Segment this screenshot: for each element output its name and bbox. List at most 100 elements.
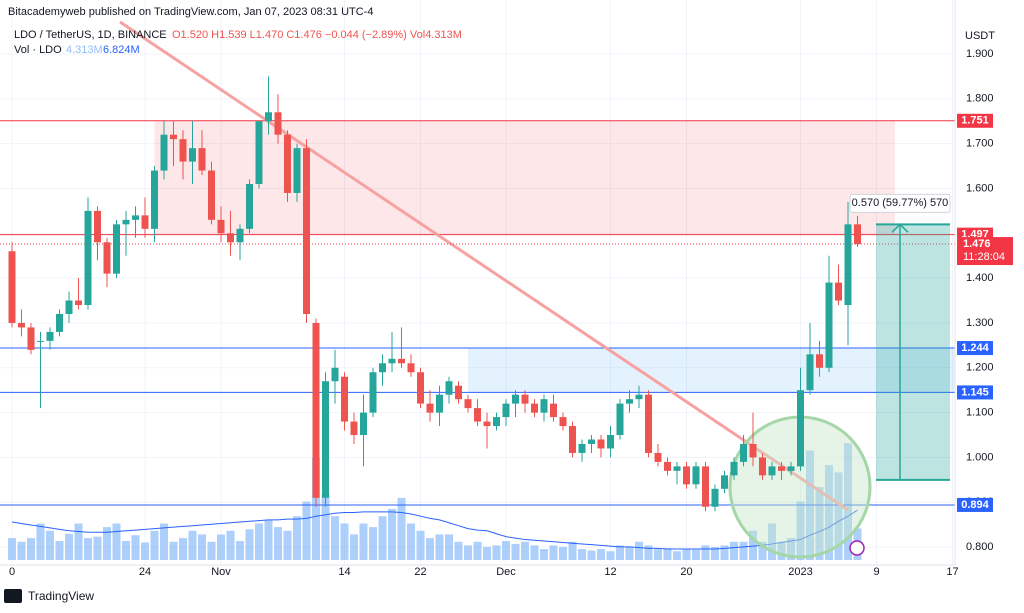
volume-bar: [198, 534, 206, 560]
candle-body: [151, 170, 158, 229]
candle-body: [27, 327, 35, 350]
candle-body: [578, 443, 586, 453]
volume-bar: [65, 533, 73, 560]
volume-bar: [27, 538, 35, 560]
volume-name: Vol · LDO: [14, 44, 62, 56]
candle-body: [274, 112, 282, 135]
volume-bar: [36, 523, 45, 560]
volume-bar: [768, 523, 776, 560]
volume-bar: [825, 465, 833, 560]
volume-bar: [606, 551, 615, 560]
volume-bar: [131, 535, 140, 560]
measure-arrowhead: [891, 223, 909, 233]
y-tick-label: 1.300: [966, 317, 994, 329]
candle-body: [94, 210, 101, 243]
volume-bar: [188, 530, 197, 560]
measure-label: 0.570 (59.77%) 570: [852, 197, 949, 209]
volume-bar: [150, 530, 159, 560]
y-tick-label: 1.400: [966, 272, 994, 284]
x-tick-label: 0: [9, 566, 15, 578]
candle-body: [512, 394, 519, 404]
candle-body: [740, 443, 747, 462]
candle-body: [607, 435, 614, 449]
candle-body: [436, 394, 443, 413]
candle-body: [844, 224, 852, 306]
volume-bar: [236, 541, 244, 560]
candle-body: [284, 134, 291, 193]
volume-bar: [720, 545, 729, 560]
candle-body: [588, 439, 595, 444]
candle-body: [616, 403, 624, 436]
volume-bar: [331, 516, 339, 560]
candle-body: [398, 358, 405, 364]
candle-body: [265, 112, 272, 122]
volume-bar: [511, 543, 520, 560]
candle-body: [521, 394, 529, 404]
candle-body: [502, 403, 510, 418]
volume-bar: [407, 523, 415, 560]
volume-bar: [179, 538, 187, 560]
currency: USDT: [965, 30, 995, 42]
volume-bar: [635, 541, 643, 560]
candle-body: [122, 219, 130, 225]
volume-bar: [312, 457, 320, 560]
volume-bar: [559, 546, 567, 560]
candle-body: [673, 466, 681, 471]
volume-bar: [673, 551, 681, 560]
ohlc: O1.520 H1.539 L1.470 C1.476 −0.044 (−2.8…: [172, 29, 462, 41]
candle-body: [711, 488, 719, 507]
candle-body: [198, 148, 206, 171]
volume-bar: [160, 523, 168, 560]
volume-bar: [587, 550, 596, 560]
volume-bar: [255, 523, 263, 560]
x-tick-label: 17: [946, 566, 958, 578]
candle-body: [550, 403, 557, 418]
candle-body: [360, 412, 367, 436]
plot-area: [0, 0, 955, 565]
candle-body: [569, 426, 576, 453]
candle-body: [56, 313, 63, 332]
x-tick-label: 22: [414, 566, 426, 578]
candle-body: [835, 282, 842, 301]
candle-body: [797, 390, 804, 467]
volume-bar: [264, 519, 273, 560]
candle-body: [635, 394, 643, 400]
support-zone: [468, 348, 955, 393]
volume-bar: [749, 530, 757, 560]
volume-bar: [473, 541, 482, 560]
candle-body: [483, 421, 491, 427]
x-tick-label: Nov: [211, 566, 231, 578]
candle-body: [455, 385, 462, 400]
y-tick-label: 1.600: [966, 182, 994, 194]
candle-body: [46, 331, 54, 341]
candle-body: [787, 466, 795, 471]
candle-body: [246, 183, 253, 229]
volume-bar: [663, 548, 672, 560]
candle-body: [664, 461, 671, 471]
x-tick-label: 2023: [788, 566, 812, 578]
event-icon: [849, 540, 865, 556]
volume-bar: [492, 545, 501, 560]
volume-bar: [530, 545, 539, 560]
x-tick-label: 9: [873, 566, 879, 578]
volume-bar: [549, 545, 558, 560]
candle-body: [540, 399, 548, 413]
last-price-box: [957, 237, 1013, 266]
volume-bar: [682, 549, 691, 560]
level-label: 1.751: [961, 115, 989, 127]
candle-body: [417, 372, 424, 404]
volume-bar: [616, 545, 624, 560]
candle-body: [18, 322, 25, 328]
candle-body: [379, 363, 386, 373]
countdown: 11:28:04: [963, 251, 1005, 263]
volume-bar: [55, 541, 64, 560]
candle-body: [531, 403, 538, 413]
candle-body: [369, 372, 377, 413]
volume-bar: [359, 523, 368, 560]
volume-bar: [654, 549, 662, 560]
volume-bar: [502, 541, 510, 560]
level-label: 1.244: [961, 342, 989, 354]
volume-bar: [540, 549, 548, 560]
